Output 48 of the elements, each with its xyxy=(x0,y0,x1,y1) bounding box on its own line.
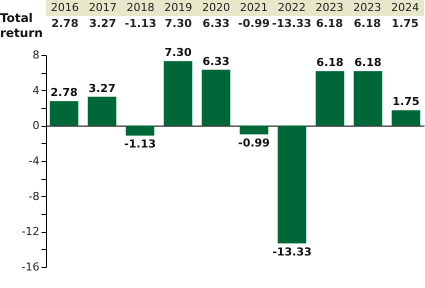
bar xyxy=(164,61,192,126)
bar xyxy=(316,71,344,126)
data-label: 3.27 xyxy=(89,17,116,30)
bar xyxy=(126,126,154,136)
x-tick-label: 2017 xyxy=(88,1,117,14)
x-tick-label: 2022 xyxy=(278,1,306,14)
text: 6.33 xyxy=(202,54,230,68)
text: -0.99 xyxy=(238,136,270,150)
text: 6.18 xyxy=(316,56,344,70)
text: Total return xyxy=(0,11,43,40)
data-label: 7.30 xyxy=(164,17,192,30)
data-label: -13.33 xyxy=(272,17,312,30)
text: 3.27 xyxy=(88,82,116,95)
text: -1.13 xyxy=(124,138,156,151)
x-tick-label: 2024 xyxy=(391,1,420,14)
x-tick-label: 2018 xyxy=(126,1,154,14)
text: 6.18 xyxy=(354,56,382,70)
bar xyxy=(354,71,382,126)
y-tick-label: -12 xyxy=(22,225,40,238)
y-tick-label: 4 xyxy=(32,84,40,97)
bar xyxy=(202,70,230,126)
x-tick-label: 2021 xyxy=(240,1,268,14)
x-tick-label: 2023 xyxy=(353,1,382,14)
x-tick-label: 2019 xyxy=(164,1,192,14)
y-tick-label: 0 xyxy=(32,119,40,132)
text: 7.30 xyxy=(164,46,192,60)
bar xyxy=(278,126,306,244)
bar xyxy=(88,96,116,126)
y-tick-label: 8 xyxy=(32,48,40,62)
bar xyxy=(240,126,268,134)
y-tick-label: -4 xyxy=(28,154,40,168)
x-tick-label: 2020 xyxy=(202,1,230,14)
x-tick-label: 2023 xyxy=(316,1,344,14)
data-label: -0.99 xyxy=(238,17,270,30)
text: -13.33 xyxy=(272,245,312,258)
data-label: 1.75 xyxy=(392,17,419,30)
bar xyxy=(50,101,78,126)
x-tick-label: 2016 xyxy=(50,1,79,14)
text: 2.78 xyxy=(50,86,78,100)
data-label: 6.18 xyxy=(354,17,381,30)
data-label: 2.78 xyxy=(51,17,78,30)
data-label: 6.33 xyxy=(202,17,230,30)
y-tick-label: -16 xyxy=(22,260,40,274)
text: 1.75 xyxy=(392,95,420,108)
bar xyxy=(392,110,420,126)
y-tick-label: -8 xyxy=(28,190,40,203)
data-label: -1.13 xyxy=(124,17,156,30)
data-label: 6.18 xyxy=(316,17,344,30)
